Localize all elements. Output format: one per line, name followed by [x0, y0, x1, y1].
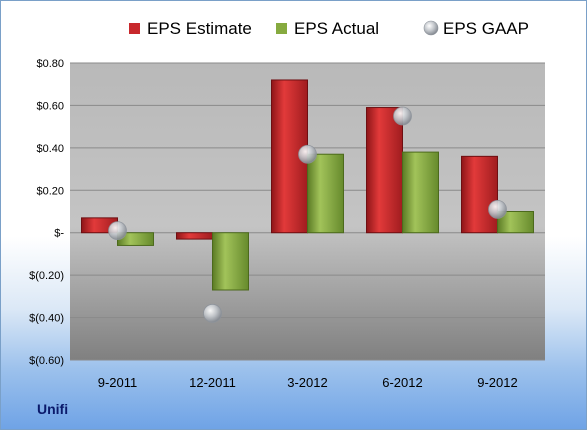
y-tick-label: $(0.40): [29, 313, 64, 325]
gaap-markers: [108, 106, 507, 323]
y-tick-label: $0.20: [36, 185, 64, 197]
y-tick-label: $0.60: [36, 100, 64, 112]
x-category-label: 12-2011: [189, 375, 236, 390]
estimate-bar: [366, 107, 403, 234]
y-tick-label: $(0.60): [29, 355, 64, 367]
legend-swatch: [129, 23, 140, 34]
legend-label: EPS Actual: [294, 19, 379, 38]
x-category-label: 6-2012: [382, 375, 422, 390]
x-axis-labels: 9-2011 12-2011 3-2012 6-2012 9-2012: [98, 375, 518, 390]
gaap-marker: [393, 106, 412, 126]
gaap-marker: [298, 144, 317, 164]
legend-label: EPS GAAP: [443, 19, 529, 38]
estimate-bar: [176, 232, 213, 240]
x-category-label: 9-2012: [477, 375, 517, 390]
x-category-label: 9-2011: [98, 375, 138, 390]
y-tick-label: $(0.20): [29, 270, 64, 282]
actual-bar: [212, 232, 249, 291]
legend: EPS Estimate EPS Actual EPS GAAP: [129, 19, 529, 38]
y-tick-label: $0.40: [36, 143, 64, 155]
x-category-label: 3-2012: [287, 375, 327, 390]
gaap-marker: [108, 221, 127, 240]
y-tick-label: $-: [54, 228, 64, 240]
company-name: Unifi: [37, 401, 69, 417]
estimate-bar: [461, 155, 498, 234]
legend-swatch: [276, 23, 287, 34]
actual-bar: [307, 153, 344, 234]
actual-bar: [402, 151, 439, 234]
gaap-marker: [203, 303, 222, 323]
legend-swatch: [423, 20, 439, 36]
actual-bar: [497, 211, 534, 234]
y-axis-ticks: $0.80 $0.60 $0.40 $0.20 $- $(0.20) $(0.40) $(0.…: [29, 58, 64, 367]
legend-label: EPS Estimate: [147, 19, 252, 38]
gaap-marker: [488, 199, 507, 219]
y-tick-label: $0.80: [36, 58, 64, 70]
